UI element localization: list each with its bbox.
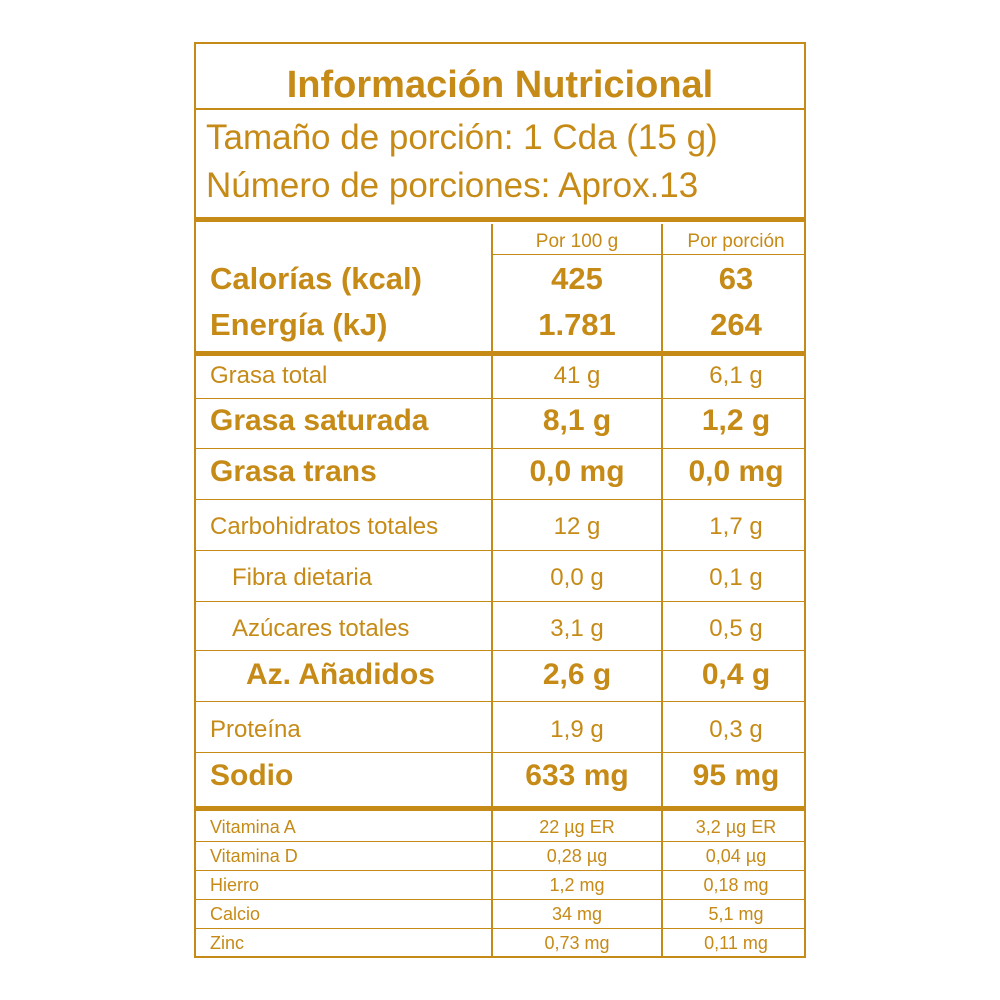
nutrient-per-100g: 633 mg: [525, 759, 629, 792]
row-divider: [196, 899, 804, 900]
nutrient-per-100g: 3,1 g: [550, 615, 604, 642]
nutrient-per-serving: 0,1 g: [709, 564, 763, 591]
nutrient-label: Proteína: [210, 716, 301, 743]
vitamin-per-serving: 3,2 µg ER: [695, 817, 777, 837]
nutrient-label: Az. Añadidos: [246, 658, 435, 691]
row-divider: [196, 752, 804, 753]
nutrient-label: Azúcares totales: [232, 615, 410, 642]
nutrient-per-serving: 0,5 g: [709, 615, 763, 642]
servings-per-container: Número de porciones: Aprox.13: [206, 166, 699, 205]
row-divider: [196, 870, 804, 871]
vitamin-label: Zinc: [210, 933, 245, 953]
nutrient-label: Carbohidratos totales: [210, 513, 439, 540]
vitamin-per-serving: 0,04 µg: [705, 846, 767, 866]
energy-per-100g: 1.781: [538, 307, 616, 342]
vitamin-per-100g: 0,28 µg: [546, 846, 608, 866]
nutrient-per-100g: 41 g: [553, 362, 601, 389]
nutrient-per-100g: 2,6 g: [542, 658, 612, 691]
row-divider: [196, 550, 804, 551]
row-divider: [196, 448, 804, 449]
nutrient-per-100g: 0,0 mg: [529, 455, 625, 488]
serving-divider: [196, 217, 804, 222]
nutrient-per-serving: 0,3 g: [709, 716, 763, 743]
serving-size: Tamaño de porción: 1 Cda (15 g): [206, 118, 718, 157]
energy-per-serving: 264: [710, 307, 762, 342]
nutrient-per-100g: 0,0 g: [550, 564, 604, 591]
title-divider: [196, 108, 804, 110]
vitamin-per-serving: 0,18 mg: [703, 875, 769, 895]
nutrient-per-serving: 1,2 g: [701, 404, 771, 437]
energy-label: Calorías (kcal): [210, 261, 422, 296]
nutrient-label: Fibra dietaria: [232, 564, 373, 591]
vitamin-per-100g: 1,2 mg: [549, 875, 605, 895]
column-header-per-serving: Por porción: [687, 231, 785, 252]
energy-per-serving: 63: [718, 261, 754, 296]
vitamin-label: Hierro: [210, 875, 260, 895]
nutrient-per-serving: 6,1 g: [709, 362, 763, 389]
nutrition-facts-table: Información Nutricional Tamaño de porció…: [194, 42, 806, 958]
row-divider: [196, 499, 804, 500]
row-divider: [196, 398, 804, 399]
nutrient-label: Grasa saturada: [210, 404, 429, 437]
vitamin-per-serving: 0,11 mg: [704, 933, 768, 953]
nutrient-label: Sodio: [210, 759, 294, 792]
column-header-per-100g: Por 100 g: [535, 231, 619, 252]
row-divider: [196, 928, 804, 929]
vitamin-label: Calcio: [210, 904, 261, 924]
nutrient-per-serving: 0,4 g: [701, 658, 771, 691]
row-divider: [196, 650, 804, 651]
nutrient-per-100g: 1,9 g: [550, 716, 604, 743]
row-divider: [196, 701, 804, 702]
header-underline: [491, 254, 804, 255]
row-divider: [196, 841, 804, 842]
nutrient-label: Grasa total: [210, 362, 328, 389]
column-divider-2: [661, 224, 663, 956]
nutrient-per-serving: 95 mg: [692, 759, 780, 792]
nutrient-label: Grasa trans: [210, 455, 377, 488]
energy-per-100g: 425: [551, 261, 603, 296]
table-title: Información Nutricional: [286, 64, 714, 106]
nutrient-per-100g: 12 g: [553, 513, 601, 540]
vitamin-per-serving: 5,1 mg: [708, 904, 764, 924]
vitamin-label: Vitamina D: [210, 846, 298, 866]
sodium-divider: [196, 806, 804, 811]
vitamin-label: Vitamina A: [210, 817, 296, 837]
energy-divider: [196, 351, 804, 356]
vitamin-per-100g: 22 µg ER: [539, 817, 615, 837]
vitamin-per-100g: 34 mg: [551, 904, 603, 924]
vitamin-per-100g: 0,73 mg: [544, 933, 610, 953]
column-divider-1: [491, 224, 493, 956]
energy-label: Energía (kJ): [210, 307, 388, 342]
row-divider: [196, 601, 804, 602]
nutrient-per-100g: 8,1 g: [542, 404, 612, 437]
nutrient-per-serving: 0,0 mg: [688, 455, 784, 488]
nutrient-per-serving: 1,7 g: [709, 513, 763, 540]
